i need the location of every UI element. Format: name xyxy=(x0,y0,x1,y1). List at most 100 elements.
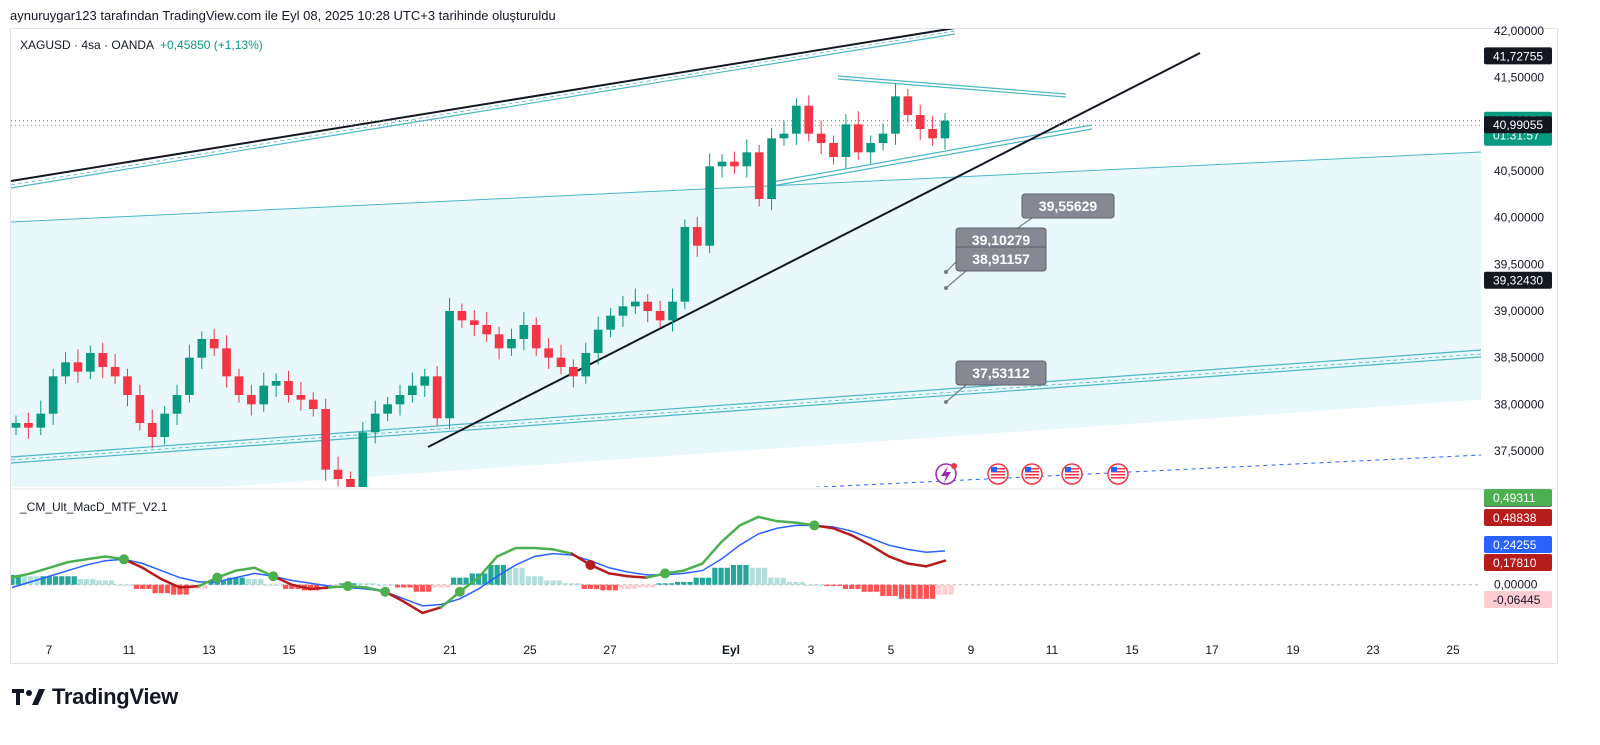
candle-body xyxy=(370,413,380,433)
macd-histogram-bar xyxy=(743,564,749,585)
candle xyxy=(544,338,553,369)
macd-histogram-bar xyxy=(388,584,395,586)
macd-histogram-bar xyxy=(258,579,264,585)
candle-body xyxy=(593,329,603,353)
candle-body xyxy=(197,339,207,358)
macd-histogram-bar xyxy=(357,583,363,585)
macd-histogram-bar xyxy=(749,567,755,585)
flag-stripe xyxy=(1065,468,1079,470)
candle xyxy=(370,400,380,444)
macd-histogram-bar xyxy=(40,576,46,585)
macd-histogram-bar xyxy=(202,584,208,589)
macd-histogram-bar xyxy=(444,584,451,588)
macd-histogram-bar xyxy=(948,584,954,595)
y-tick-label: 39,00000 xyxy=(1494,304,1544,318)
rising-trend-line xyxy=(427,52,1201,448)
y-tick-label: 41,50000 xyxy=(1494,71,1544,85)
x-tick-label: 11 xyxy=(1046,643,1059,657)
macd-histogram-bar xyxy=(183,584,189,595)
macd-histogram-bar xyxy=(52,576,59,585)
macd-zero-tick: 0,00000 xyxy=(1494,578,1538,592)
candle xyxy=(420,368,430,397)
macd-histogram-bar xyxy=(351,583,357,585)
candle xyxy=(333,456,343,487)
macd-histogram-bar xyxy=(618,584,625,589)
candle xyxy=(618,296,628,327)
lightning-event-icon xyxy=(935,463,957,485)
macd-line-segment xyxy=(607,572,630,578)
candle xyxy=(767,128,776,211)
candle xyxy=(445,297,454,430)
x-tick-label: Eyl xyxy=(722,643,740,657)
label-text: 41,72755 xyxy=(1493,49,1543,63)
macd-axis-label: 0,24255 xyxy=(1484,536,1552,553)
candle xyxy=(556,344,566,375)
candle xyxy=(841,114,851,169)
candle xyxy=(98,342,108,379)
macd-histogram-bar xyxy=(737,564,743,585)
candle xyxy=(160,406,169,445)
macd-histogram-bar xyxy=(855,584,861,589)
candle xyxy=(779,120,789,146)
candle xyxy=(469,310,479,337)
flag-canton xyxy=(991,467,997,472)
candle xyxy=(606,308,615,338)
candle-body xyxy=(408,385,417,395)
macd-histogram-bar xyxy=(152,584,158,594)
macd-axis-label: 0,48838 xyxy=(1484,509,1552,526)
macd-histogram-bar xyxy=(768,577,774,585)
callout-tail xyxy=(945,270,967,289)
candle-body xyxy=(346,479,355,487)
brand-name: TradingView xyxy=(52,684,178,709)
candle xyxy=(395,384,405,416)
candle xyxy=(259,372,269,412)
macd-histogram-bar xyxy=(637,584,643,588)
candle-body xyxy=(606,315,615,330)
candle-body xyxy=(829,143,838,157)
candle-body xyxy=(668,301,677,321)
candle xyxy=(482,311,492,342)
label-bg xyxy=(1484,591,1552,608)
candle-body xyxy=(160,413,169,437)
macd-histogram-bar xyxy=(376,584,382,586)
macd-histogram-bar xyxy=(463,577,469,585)
candle xyxy=(24,412,33,439)
macd-line-segment xyxy=(831,526,853,537)
macd-histogram-bar xyxy=(942,584,948,595)
macd-histogram-bar xyxy=(84,579,90,585)
macd-histogram-bar xyxy=(401,584,407,588)
macd-histogram-bar xyxy=(929,584,936,599)
macd-histogram-bar xyxy=(419,584,426,592)
candle-body xyxy=(24,423,33,428)
label-text: 0,48838 xyxy=(1493,511,1537,525)
macd-line-segment xyxy=(477,555,499,579)
macd-histogram-bar xyxy=(21,576,28,585)
pennant-top-a xyxy=(837,75,1067,95)
candle-body xyxy=(234,376,244,395)
candle-body xyxy=(915,115,925,129)
price-axis-label: 39,32430 xyxy=(1484,271,1552,289)
macd-histogram-bar xyxy=(164,584,171,594)
macd-cross-dot xyxy=(268,571,279,582)
candle xyxy=(630,288,640,314)
macd-histogram-bar xyxy=(643,584,650,588)
candle xyxy=(705,153,714,254)
macd-histogram-bar xyxy=(873,584,880,592)
macd-histogram-bar xyxy=(886,584,892,596)
candle-body xyxy=(680,227,690,302)
candle-body xyxy=(878,133,888,143)
macd-histogram-bar xyxy=(102,580,108,585)
callout-label: 38,91157 xyxy=(972,251,1030,267)
macd-histogram-bar xyxy=(3,575,8,585)
macd-histogram-bar xyxy=(880,584,886,596)
candle-body xyxy=(432,376,442,419)
macd-line-segment xyxy=(421,606,443,615)
candle xyxy=(494,326,504,360)
y-tick-label: 40,00000 xyxy=(1494,211,1544,225)
price-axis-label: 41,72755 xyxy=(1484,47,1552,65)
macd-histogram-bar xyxy=(245,579,251,585)
macd-histogram-bar xyxy=(650,584,656,588)
candle-body xyxy=(457,311,467,321)
macd-signal-line xyxy=(11,524,946,607)
